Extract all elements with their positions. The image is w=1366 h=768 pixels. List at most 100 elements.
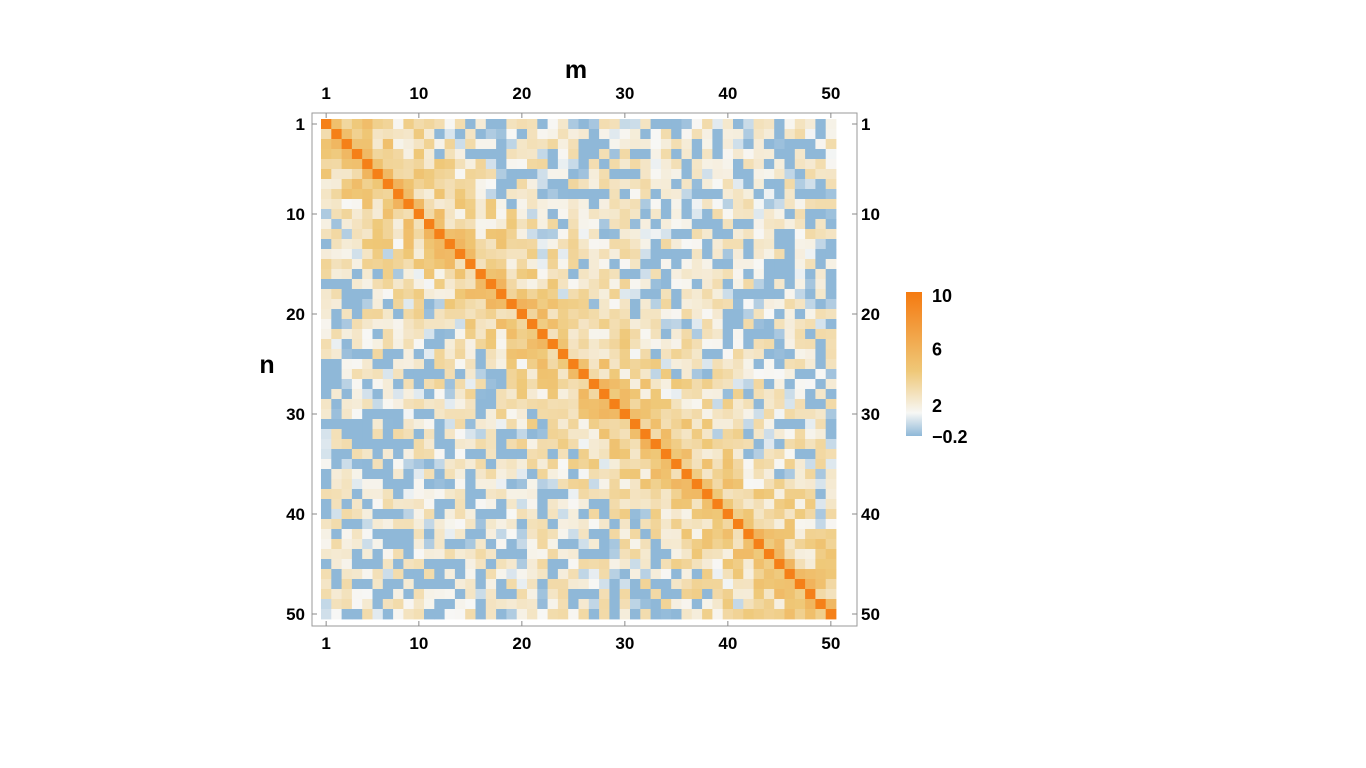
heatmap-cell (413, 259, 425, 270)
heatmap-cell (475, 299, 487, 310)
heatmap-cell (722, 489, 734, 500)
heatmap-cell (681, 599, 693, 610)
heatmap-cell (382, 569, 394, 580)
heatmap-cell (372, 449, 384, 460)
heatmap-cell (496, 149, 507, 160)
heatmap-cell (331, 369, 342, 380)
heatmap-cell (763, 219, 775, 230)
heatmap-cell (382, 289, 394, 300)
heatmap-cell (321, 399, 332, 410)
heatmap-cell (321, 249, 332, 260)
heatmap-cell (815, 599, 827, 610)
heatmap-cell (702, 259, 713, 270)
heatmap-cell (825, 129, 837, 140)
heatmap-cell (568, 549, 579, 560)
heatmap-cell (588, 519, 600, 530)
heatmap-cell (454, 569, 466, 580)
heatmap-cell (774, 149, 785, 160)
heatmap-cell (537, 279, 548, 290)
heatmap-cell (557, 519, 569, 530)
heatmap-cell (372, 419, 384, 430)
heatmap-cell (331, 379, 342, 390)
heatmap-cell (321, 119, 332, 130)
heatmap-cell (475, 129, 487, 140)
heatmap-cell (403, 549, 415, 560)
heatmap-cell (784, 359, 796, 370)
heatmap-cell (351, 389, 363, 400)
heatmap-cell (599, 399, 610, 410)
heatmap-cell (743, 449, 754, 460)
heatmap-cell (681, 349, 693, 360)
heatmap-cell (527, 149, 538, 160)
heatmap-cell (609, 459, 621, 470)
heatmap-cell (475, 419, 487, 430)
heatmap-cell (516, 479, 528, 490)
heatmap-cell (805, 589, 816, 600)
heatmap-cell (341, 549, 353, 560)
heatmap-cell (496, 219, 507, 230)
heatmap-cell (805, 259, 816, 270)
heatmap-cell (825, 459, 837, 470)
heatmap-cell (640, 449, 651, 460)
heatmap-cell (609, 469, 621, 480)
y-tick-label-right: 10 (861, 205, 880, 224)
heatmap-cell (815, 149, 827, 160)
heatmap-cell (825, 589, 837, 600)
heatmap-cell (362, 389, 373, 400)
heatmap-cell (609, 289, 621, 300)
heatmap-cell (537, 349, 548, 360)
heatmap-cell (382, 489, 394, 500)
heatmap-cell (444, 379, 456, 390)
heatmap-cell (372, 139, 384, 150)
heatmap-cell (630, 179, 641, 190)
heatmap-cell (506, 289, 518, 300)
heatmap-cell (527, 599, 538, 610)
heatmap-cell (331, 309, 342, 320)
heatmap-cell (712, 189, 724, 200)
heatmap-cell (413, 159, 425, 170)
heatmap-cell (805, 239, 816, 250)
heatmap-cell (815, 399, 827, 410)
heatmap-cell (362, 449, 373, 460)
heatmap-cells (321, 119, 837, 620)
heatmap-cell (794, 549, 806, 560)
heatmap-cell (691, 469, 703, 480)
heatmap-cell (609, 249, 621, 260)
heatmap-cell (527, 499, 538, 510)
heatmap-cell (393, 319, 404, 330)
heatmap-cell (825, 599, 837, 610)
heatmap-cell (733, 179, 744, 190)
heatmap-cell (784, 509, 796, 520)
heatmap-cell (702, 479, 713, 490)
y-tick-label-left: 1 (296, 115, 305, 134)
heatmap-cell (413, 389, 425, 400)
heatmap-cell (743, 459, 754, 470)
heatmap-cell (681, 289, 693, 300)
heatmap-cell (351, 119, 363, 130)
heatmap-cell (784, 289, 796, 300)
heatmap-cell (465, 439, 476, 450)
heatmap-cell (393, 549, 404, 560)
heatmap-cell (537, 569, 548, 580)
heatmap-cell (403, 499, 415, 510)
heatmap-cell (702, 149, 713, 160)
heatmap-cell (557, 479, 569, 490)
heatmap-cell (362, 169, 373, 180)
heatmap-cell (660, 139, 672, 150)
heatmap-cell (475, 559, 487, 570)
heatmap-cell (516, 129, 528, 140)
heatmap-cell (712, 499, 724, 510)
heatmap-cell (527, 139, 538, 150)
heatmap-cell (599, 249, 610, 260)
heatmap-cell (424, 389, 435, 400)
heatmap-cell (351, 409, 363, 420)
heatmap-cell (341, 459, 353, 470)
heatmap-cell (413, 209, 425, 220)
heatmap-cell (774, 339, 785, 350)
heatmap-cell (712, 529, 724, 540)
heatmap-cell (413, 399, 425, 410)
heatmap-cell (444, 589, 456, 600)
heatmap-cell (815, 199, 827, 210)
heatmap-cell (434, 399, 445, 410)
heatmap-cell (733, 389, 744, 400)
